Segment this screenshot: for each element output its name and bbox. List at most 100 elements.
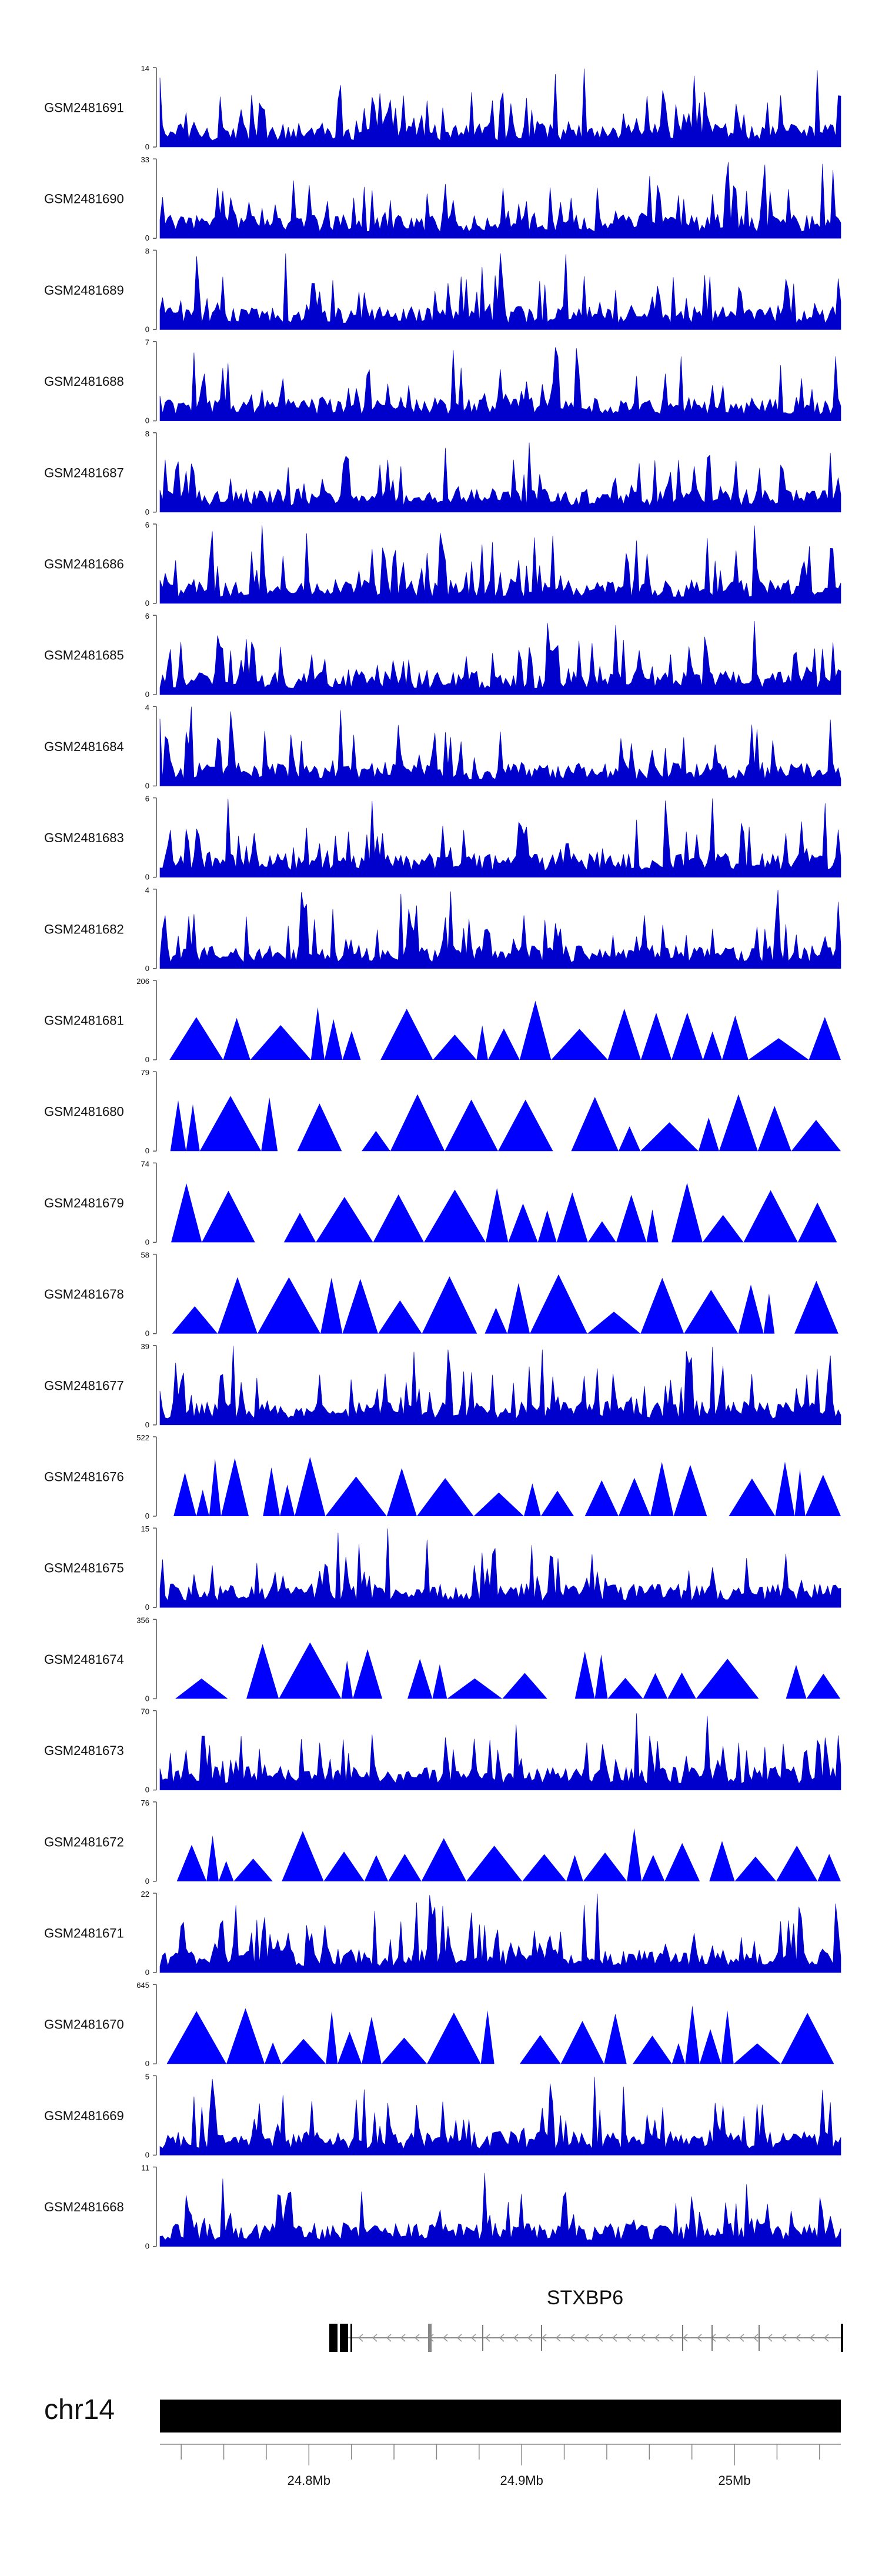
exon [329,2324,338,2352]
y-max-label: 15 [141,1524,149,1533]
strand-arrow [823,2334,829,2342]
y-max-label: 76 [141,1798,149,1807]
coverage-area [172,1274,838,1334]
y-max-label: 6 [145,795,149,803]
gene-name-label: STXBP6 [547,2287,623,2309]
coverage-area [170,1094,841,1152]
chromosome-label: chr14 [44,2394,115,2425]
y-min-label: 0 [145,690,149,699]
coverage-area [175,1642,841,1699]
y-max-label: 14 [141,64,149,73]
track-label: GSM2481676 [44,1470,124,1484]
y-max-label: 7 [145,338,149,347]
y-min-label: 0 [145,233,149,242]
track-GSM2481687: GSM2481687 8 0 [44,429,841,516]
coverage-area [169,1000,841,1060]
coverage-area [159,162,841,239]
gene-model [329,2324,843,2352]
coverage-area [171,1183,837,1243]
strand-arrow [739,2334,744,2342]
track-label: GSM2481691 [44,101,124,115]
strand-arrow [456,2334,462,2342]
y-min-label: 0 [145,416,149,425]
track-GSM2481689: GSM2481689 8 0 [44,246,841,333]
track-label: GSM2481681 [44,1013,124,1028]
track-label: GSM2481689 [44,283,124,298]
strand-arrow [470,2334,476,2342]
y-max-label: 11 [142,2164,150,2173]
coverage-area [166,2005,834,2064]
track-GSM2481683: GSM2481683 6 0 [44,795,841,882]
y-min-label: 0 [145,1420,149,1429]
track-label: GSM2481688 [44,374,124,389]
strand-arrow [626,2334,632,2342]
track-GSM2481685: GSM2481685 6 0 [44,612,841,699]
y-min-label: 0 [145,873,149,882]
y-min-label: 0 [145,2150,149,2159]
x-tick-label: 24.8Mb [288,2473,330,2488]
gene-track: STXBP6 [329,2287,843,2352]
track-label: GSM2481673 [44,1743,124,1758]
coverage-area [159,1893,841,1973]
coverage-area [159,620,841,695]
track-GSM2481682: GSM2481682 4 0 [44,886,841,973]
track-label: GSM2481669 [44,2108,124,2123]
y-max-label: 5 [145,2072,149,2081]
track-GSM2481691: GSM2481691 14 0 [44,64,841,151]
x-tick-label: 25Mb [719,2473,751,2488]
track-GSM2481686: GSM2481686 6 0 [44,520,841,608]
coverage-area [176,1828,841,1881]
y-max-label: 356 [136,1616,149,1624]
strand-arrow [668,2334,674,2342]
y-max-label: 79 [141,1068,149,1077]
strand-arrow [753,2334,759,2342]
strand-arrow [654,2334,660,2342]
y-max-label: 6 [145,612,149,620]
strand-arrow [400,2334,406,2342]
track-label: GSM2481680 [44,1105,124,1119]
coverage-area [159,706,841,786]
track-GSM2481676: GSM2481676 522 0 [44,1433,841,1520]
chromosome-bar [160,2400,841,2432]
track-GSM2481669: GSM2481669 5 0 [44,2072,841,2159]
y-min-label: 0 [145,1055,149,1064]
y-min-label: 0 [145,599,149,608]
track-label: GSM2481684 [44,739,124,754]
y-min-label: 0 [145,1146,149,1155]
strand-arrow [640,2334,646,2342]
y-min-label: 0 [145,1786,149,1794]
track-GSM2481674: GSM2481674 356 0 [44,1616,841,1703]
strand-arrow [583,2334,589,2342]
strand-arrow [795,2334,801,2342]
track-label: GSM2481682 [44,922,124,936]
exon [340,2324,348,2352]
coverage-area [159,442,841,513]
y-min-label: 0 [145,1329,149,1338]
track-label: GSM2481679 [44,1196,124,1210]
y-max-label: 22 [141,1890,149,1898]
strand-arrow [386,2334,392,2342]
track-GSM2481671: GSM2481671 22 0 [44,1890,841,1977]
x-axis: 24.8Mb 24.9Mb 25Mb [160,2444,841,2488]
track-label: GSM2481672 [44,1834,124,1849]
y-max-label: 33 [141,155,149,164]
strand-arrow [696,2334,702,2342]
y-max-label: 4 [145,886,149,895]
coverage-area [159,1528,841,1608]
y-max-label: 74 [141,1159,149,1168]
track-GSM2481672: GSM2481672 76 0 [44,1798,841,1886]
track-label: GSM2481674 [44,1652,124,1667]
coverage-area [159,2077,841,2155]
exon [841,2324,843,2352]
x-tick-label: 24.9Mb [500,2473,543,2488]
track-label: GSM2481677 [44,1378,124,1393]
y-min-label: 0 [145,781,149,790]
y-min-label: 0 [145,1237,149,1246]
track-label: GSM2481690 [44,192,124,206]
y-min-label: 0 [145,1603,149,1611]
track-GSM2481668: GSM2481668 11 0 [44,2164,841,2251]
track-GSM2481677: GSM2481677 39 0 [44,1342,841,1429]
exon [682,2325,683,2351]
strand-arrow [809,2334,815,2342]
y-min-label: 0 [145,1877,149,1886]
